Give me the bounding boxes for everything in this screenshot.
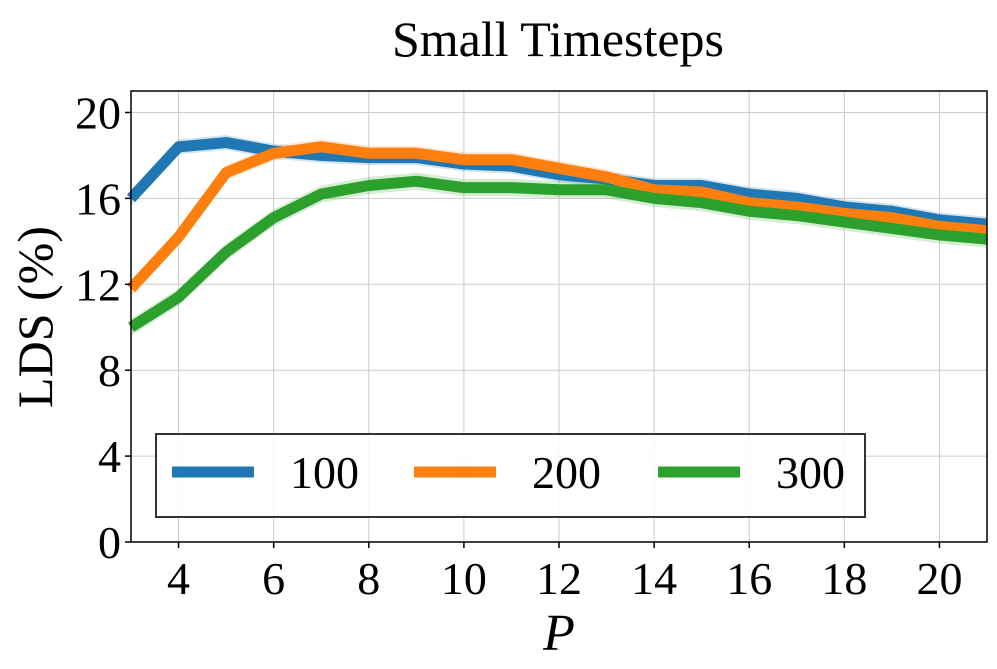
series-100-point: [559, 174, 560, 175]
x-tick-label: 12: [536, 553, 582, 604]
series-lines: [126, 137, 988, 332]
series-300-point: [463, 187, 464, 188]
series-300-point: [606, 189, 607, 190]
series-300-point: [891, 228, 892, 229]
series-200-point: [749, 202, 750, 203]
x-tick-label: 6: [262, 553, 285, 604]
series-200-line: [126, 141, 988, 293]
series-300-point: [701, 202, 702, 203]
series-200-point: [939, 226, 940, 227]
x-tick-label: 20: [916, 553, 962, 604]
series-300-point: [654, 198, 655, 199]
legend-label-100: 100: [290, 447, 359, 498]
series-200-point: [178, 237, 179, 238]
x-axis-label: P: [542, 605, 575, 662]
legend-label-300: 300: [776, 447, 845, 498]
y-axis-ticks: 0 4 8 12 16 20: [75, 87, 131, 568]
series-100-point: [891, 211, 892, 212]
x-tick-label: 18: [821, 553, 867, 604]
series-200-point: [226, 172, 227, 173]
series-300-point: [416, 181, 417, 182]
series-100-point: [178, 146, 179, 147]
legend: 100 200 300: [155, 433, 866, 518]
x-tick-label: 16: [726, 553, 772, 604]
series-200-point: [273, 153, 274, 154]
series-100-point: [796, 198, 797, 199]
y-tick-label: 20: [75, 87, 121, 138]
y-tick-label: 4: [98, 431, 121, 482]
series-200-point: [511, 159, 512, 160]
series-100-point: [749, 194, 750, 195]
series-100-point: [321, 155, 322, 156]
series-200-point: [321, 146, 322, 147]
series-100-point: [226, 142, 227, 143]
series-100-point: [844, 206, 845, 207]
x-tick-label: 8: [357, 553, 380, 604]
y-tick-label: 16: [75, 173, 121, 224]
series-200-point: [844, 213, 845, 214]
series-200-point: [559, 168, 560, 169]
series-300-point: [844, 222, 845, 223]
series-300-point: [796, 215, 797, 216]
series-300-point: [939, 234, 940, 235]
series-100-point: [701, 185, 702, 186]
series-300-point: [273, 217, 274, 218]
series-200-point: [701, 191, 702, 192]
series-200-point: [654, 189, 655, 190]
series-200-point: [891, 217, 892, 218]
x-axis-ticks: 4 6 8 10 12 14 16 18 20: [167, 542, 962, 604]
legend-label-200: 200: [532, 447, 601, 498]
series-300-point: [178, 297, 179, 298]
series-200-point: [416, 153, 417, 154]
series-300-line: [128, 175, 988, 332]
series-300-point: [511, 187, 512, 188]
series-300-point: [559, 189, 560, 190]
legend-box: [155, 433, 866, 518]
y-tick-label: 0: [98, 517, 121, 568]
series-100-point: [939, 219, 940, 220]
chart-title: Small Timesteps: [392, 11, 724, 67]
x-tick-label: 10: [441, 553, 487, 604]
series-300-point: [226, 252, 227, 253]
series-200-point: [796, 206, 797, 207]
y-tick-label: 8: [98, 345, 121, 396]
series-300-point: [749, 211, 750, 212]
series-200-point: [368, 153, 369, 154]
y-axis-label: LDS (%): [7, 226, 63, 408]
series-300-point: [368, 185, 369, 186]
x-tick-label: 14: [631, 553, 677, 604]
x-tick-label: 4: [167, 553, 190, 604]
series-300-point: [321, 194, 322, 195]
y-tick-label: 12: [75, 259, 121, 310]
series-100-point: [511, 166, 512, 167]
series-200-point: [606, 176, 607, 177]
series-200-point: [463, 159, 464, 160]
